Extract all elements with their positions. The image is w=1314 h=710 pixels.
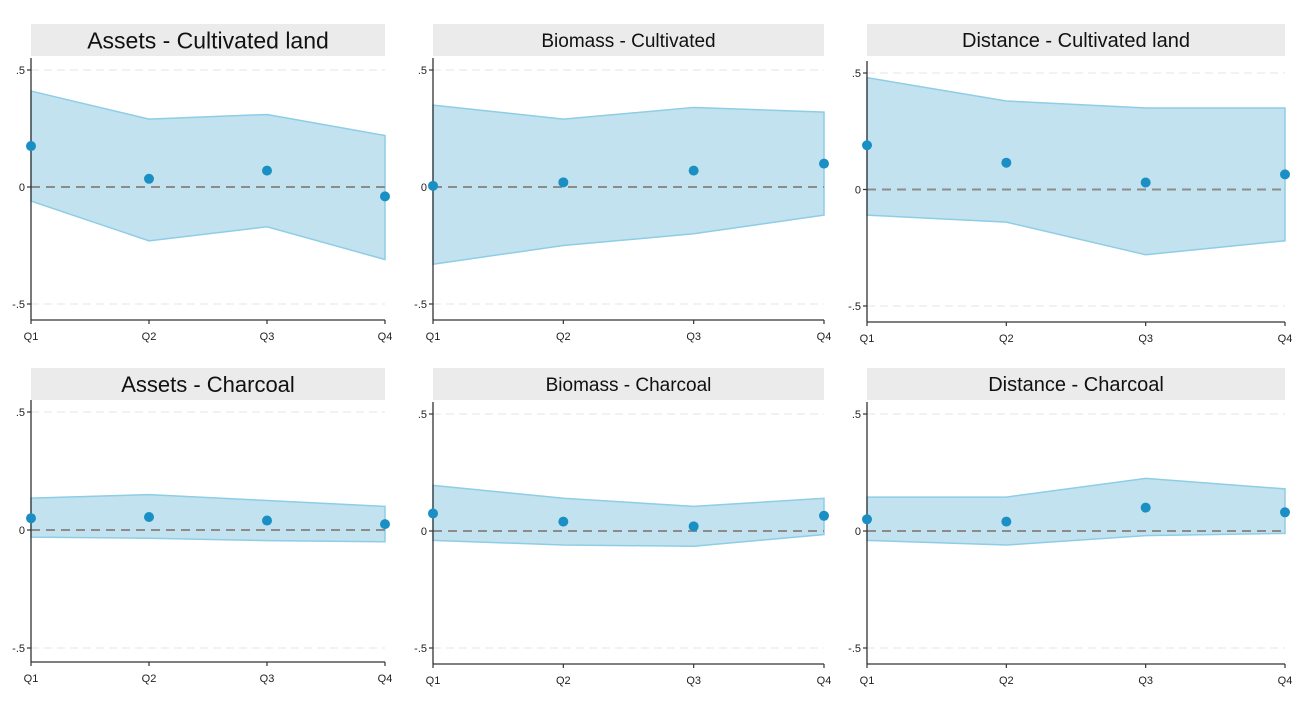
point-estimate-q3 — [1140, 502, 1151, 513]
x-tick-label: Q2 — [999, 675, 1014, 687]
confidence-band — [30, 493, 386, 543]
point-estimate-q1 — [26, 513, 36, 524]
y-tick-label: .5 — [418, 65, 427, 77]
x-tick-label: Q3 — [260, 331, 275, 343]
x-tick-label: Q4 — [817, 675, 832, 687]
point-estimate-q2 — [558, 516, 569, 527]
x-tick-label: Q3 — [1138, 333, 1153, 345]
panel-distance-charcoal: Distance - Charcoal .5 0 -.5 Q1 Q2 Q3 Q4 — [848, 368, 1292, 687]
y-tick-label: .5 — [852, 409, 861, 421]
x-tick-label: Q1 — [860, 675, 875, 687]
panel-title: Distance - Cultivated land — [962, 30, 1190, 52]
point-estimate-q4 — [380, 191, 390, 202]
confidence-band — [30, 90, 386, 261]
y-tick-label: 0 — [855, 526, 861, 538]
x-tick-label: Q1 — [426, 331, 441, 343]
y-tick-label: -.5 — [848, 301, 861, 313]
point-estimate-q1 — [26, 141, 36, 152]
x-tick-label: Q1 — [860, 333, 875, 345]
x-tick-label: Q2 — [999, 333, 1014, 345]
y-tick-label: -.5 — [12, 643, 25, 655]
point-estimate-q4 — [1280, 507, 1290, 518]
panel-title-background — [867, 368, 1285, 400]
point-estimate-q2 — [1001, 516, 1012, 527]
y-tick-label: -.5 — [414, 299, 427, 311]
y-tick-label: 0 — [421, 526, 427, 538]
y-tick-label: 0 — [19, 525, 25, 537]
confidence-band — [432, 484, 825, 547]
point-estimate-q4 — [819, 510, 829, 521]
confidence-band — [866, 76, 1286, 256]
panel-title: Biomass - Cultivated — [541, 31, 715, 52]
panel-title-background — [433, 368, 824, 400]
confidence-band — [432, 104, 825, 266]
point-estimate-q3 — [1140, 177, 1151, 188]
point-estimate-q2 — [144, 512, 154, 523]
y-tick-label: 0 — [19, 182, 25, 194]
x-tick-label: Q2 — [556, 331, 571, 343]
point-estimate-q3 — [262, 515, 272, 526]
x-tick-label: Q4 — [378, 331, 393, 343]
panel-assets-cultivated-land: Assets - Cultivated land .5 0 -.5 Q1 Q2 Q3 Q4 — [12, 24, 392, 343]
y-tick-label: -.5 — [12, 299, 25, 311]
point-estimate-q1 — [862, 514, 872, 525]
x-tick-label: Q1 — [426, 675, 441, 687]
x-tick-label: Q4 — [1278, 675, 1293, 687]
x-tick-label: Q2 — [142, 673, 157, 685]
panel-title-background — [31, 24, 385, 56]
point-estimate-q1 — [428, 180, 438, 191]
x-tick-label: Q3 — [686, 675, 701, 687]
point-estimate-q1 — [862, 140, 872, 151]
point-estimate-q1 — [428, 508, 438, 519]
x-tick-label: Q4 — [378, 673, 393, 685]
panel-title: Assets - Charcoal — [121, 372, 295, 397]
y-tick-label: 0 — [855, 185, 861, 197]
x-tick-label: Q1 — [24, 331, 39, 343]
panel-biomass-charcoal: Biomass - Charcoal .5 0 -.5 Q1 Q2 Q3 Q4 — [414, 368, 831, 687]
point-estimate-q3 — [688, 521, 699, 532]
panel-title: Biomass - Charcoal — [546, 375, 712, 396]
panel-title-background — [867, 24, 1285, 56]
y-tick-label: -.5 — [848, 643, 861, 655]
x-tick-label: Q4 — [1278, 333, 1293, 345]
panel-title-background — [31, 368, 385, 400]
point-estimate-q3 — [262, 165, 272, 176]
point-estimate-q4 — [380, 519, 390, 530]
x-tick-label: Q4 — [817, 331, 832, 343]
point-estimate-q4 — [819, 158, 829, 169]
y-tick-label: .5 — [852, 68, 861, 80]
point-estimate-q2 — [558, 177, 569, 188]
y-tick-label: .5 — [16, 65, 25, 77]
panel-title: Assets - Cultivated land — [87, 27, 329, 53]
x-tick-label: Q1 — [24, 673, 39, 685]
x-tick-label: Q2 — [142, 331, 157, 343]
y-tick-label: -.5 — [414, 643, 427, 655]
panel-assets-charcoal: Assets - Charcoal .5 0 -.5 Q1 Q2 Q3 Q4 — [12, 368, 392, 685]
point-estimate-q4 — [1280, 169, 1290, 180]
point-estimate-q2 — [1001, 157, 1012, 168]
confidence-band — [866, 477, 1286, 546]
panel-title-background — [433, 24, 824, 56]
y-tick-label: 0 — [421, 182, 427, 194]
x-tick-label: Q3 — [1138, 675, 1153, 687]
point-estimate-q3 — [688, 165, 699, 176]
y-tick-label: .5 — [418, 409, 427, 421]
x-tick-label: Q3 — [686, 331, 701, 343]
x-tick-label: Q3 — [260, 673, 275, 685]
panel-biomass-cultivated: Biomass - Cultivated .5 0 -.5 Q1 Q2 Q3 Q4 — [414, 24, 831, 343]
panel-title: Distance - Charcoal — [988, 374, 1164, 396]
y-tick-label: .5 — [16, 407, 25, 419]
x-tick-label: Q2 — [556, 675, 571, 687]
point-estimate-q2 — [144, 173, 154, 184]
panel-distance-cultivated-land: Distance - Cultivated land .5 0 -.5 Q1 Q2 Q3 Q4 — [848, 24, 1292, 345]
